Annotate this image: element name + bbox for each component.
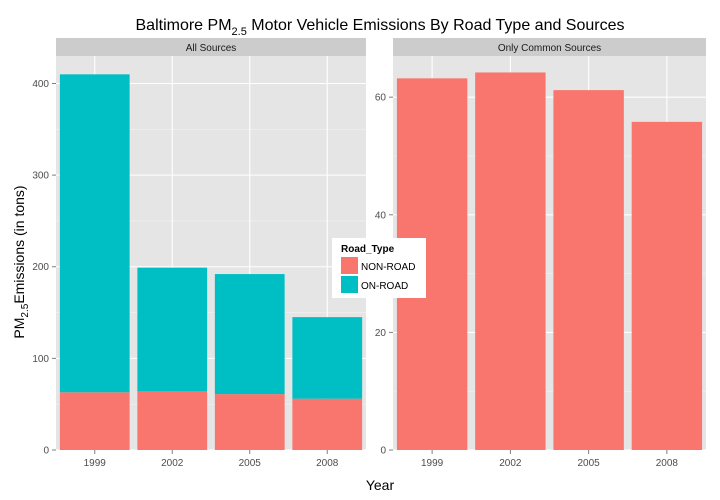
x-tick-label: 2005 [578,458,601,469]
bar-non-road-2005 [553,90,624,451]
panel-strip [393,38,706,56]
legend-label-non-road: NON-ROAD [361,262,415,273]
x-tick-label: 2008 [316,458,339,469]
y-tick-label: 200 [32,262,49,273]
y-tick-label: 400 [32,79,49,90]
bar-non-road-2008 [292,398,363,450]
legend-swatch-on-road [341,276,358,293]
panel-2: Only Common Sources 0 20 40 60 1999 2002 2005 20… [375,38,706,469]
x-tick-label: 2002 [499,458,522,469]
y-axis-title-main: PM [11,318,27,339]
y-tick-label: 0 [380,446,386,457]
bar-non-road-2002 [475,72,546,451]
x-tick-label: 1999 [421,458,444,469]
x-tick-label: 1999 [84,458,107,469]
y-tick-label: 100 [32,354,49,365]
bar-non-road-2005 [214,394,285,450]
y-tick-label: 40 [375,210,387,221]
x-axis-title: Year [366,477,395,493]
chart-title-subscript: 2.5 [232,26,247,38]
panel-strip [56,38,366,56]
legend: Road_Type NON-ROAD ON-ROAD [332,238,426,298]
panel-strip-label: Only Common Sources [498,43,601,54]
bar-on-road-2008 [292,317,363,399]
chart-title: Baltimore PM2.5 Motor Vehicle Emissions … [136,17,625,38]
chart-title-rest: Motor Vehicle Emissions By Road Type and… [247,17,625,34]
y-tick-label: 60 [375,93,387,104]
x-tick-label: 2008 [656,458,679,469]
panel-strip-label: All Sources [186,43,237,54]
legend-label-on-road: ON-ROAD [361,281,408,292]
x-tick-label: 2002 [161,458,184,469]
chart-title-main: Baltimore PM [136,17,232,34]
bar-non-road-2002 [137,391,208,450]
y-tick-label: 300 [32,171,49,182]
x-tick-label: 2005 [239,458,262,469]
legend-title: Road_Type [341,244,395,255]
y-axis-title-subscript: 2.5 [20,303,31,317]
bar-on-road-2005 [214,274,285,395]
panel-1: All Sources 0 100 200 300 400 1999 2002 2005 2008 [32,38,366,469]
bar-non-road-2008 [631,121,703,451]
y-axis-title-rest: Emissions (in tons) [11,185,27,303]
bar-on-road-2002 [137,267,208,392]
y-tick-label: 20 [375,328,387,339]
y-tick-label: 0 [43,446,49,457]
bar-non-road-1999 [59,392,130,450]
y-axis-title: PM2.5Emissions (in tons) [11,185,31,338]
legend-swatch-non-road [341,257,358,274]
bar-on-road-1999 [59,74,130,393]
